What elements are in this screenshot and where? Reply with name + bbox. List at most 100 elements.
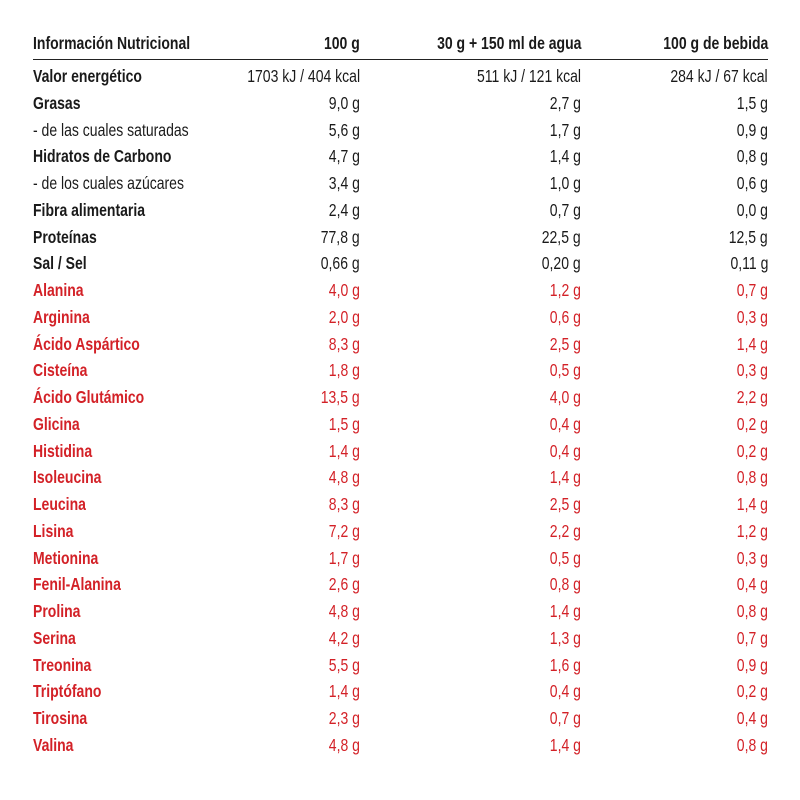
amino-acid-value-serving: 1,4 g xyxy=(549,734,581,755)
amino-acid-value-drink: 0,2 g xyxy=(736,440,768,461)
amino-acid-value-serving: 0,4 g xyxy=(549,413,581,434)
nutrient-value-100g: 3,4 g xyxy=(328,173,360,193)
amino-acid-value-serving: 1,3 g xyxy=(549,627,581,648)
amino-acid-label: Cisteína xyxy=(33,360,88,381)
nutrient-row-salt: Sal / Sel 0,66 g 0,20 g 0,11 g xyxy=(33,250,768,277)
amino-acid-row-alanina: Alanina 4,0 g 1,2 g 0,7 g xyxy=(33,277,768,304)
amino-acid-label: Leucina xyxy=(33,494,86,514)
amino-acid-value-drink: 0,3 g xyxy=(736,547,768,568)
amino-acid-value-serving: 0,8 g xyxy=(549,574,581,595)
amino-acid-value-100g: 4,8 g xyxy=(328,734,360,755)
amino-acid-value-serving: 2,2 g xyxy=(549,520,581,541)
amino-acid-value-serving: 0,4 g xyxy=(549,681,581,702)
amino-acid-value-100g: 1,5 g xyxy=(328,413,360,434)
amino-acid-value-serving: 0,5 g xyxy=(549,360,581,381)
amino-acid-value-serving: 1,2 g xyxy=(549,280,581,300)
amino-acid-label: Prolina xyxy=(33,601,81,621)
amino-acid-value-serving: 4,0 g xyxy=(549,387,581,407)
amino-acid-value-100g: 8,3 g xyxy=(328,494,360,514)
amino-acid-value-serving: 1,4 g xyxy=(549,601,581,621)
amino-acid-value-drink: 0,4 g xyxy=(736,574,768,595)
amino-acid-label: Alanina xyxy=(33,280,84,300)
amino-acid-row-isoleucina: Isoleucina 4,8 g 1,4 g 0,8 g xyxy=(33,464,768,491)
amino-acid-row-valina: Valina 4,8 g 1,4 g 0,8 g xyxy=(33,732,768,759)
amino-acid-value-100g: 2,6 g xyxy=(328,574,360,595)
amino-acid-row-histidina: Histidina 1,4 g 0,4 g 0,2 g xyxy=(33,438,768,465)
amino-acid-value-100g: 1,4 g xyxy=(328,440,360,461)
nutrient-row-protein: Proteínas 77,8 g 22,5 g 12,5 g xyxy=(33,224,768,251)
amino-acid-value-drink: 1,4 g xyxy=(736,333,768,354)
amino-acid-value-drink: 0,7 g xyxy=(736,280,768,300)
amino-acid-value-drink: 0,4 g xyxy=(736,708,768,728)
amino-acid-row-leucina: Leucina 8,3 g 2,5 g 1,4 g xyxy=(33,491,768,518)
amino-acid-row-acido-aspartico: Ácido Aspártico 8,3 g 2,5 g 1,4 g xyxy=(33,331,768,358)
amino-acid-value-drink: 0,8 g xyxy=(736,734,768,755)
amino-acid-value-serving: 0,5 g xyxy=(549,547,581,568)
amino-acid-value-serving: 2,5 g xyxy=(549,494,581,514)
amino-acid-label: Arginina xyxy=(33,306,90,327)
amino-acid-value-serving: 0,6 g xyxy=(549,306,581,327)
header-col-drink: 100 g de bebida xyxy=(662,33,768,53)
amino-acid-value-serving: 0,4 g xyxy=(549,440,581,461)
amino-acid-row-prolina: Prolina 4,8 g 1,4 g 0,8 g xyxy=(33,598,768,625)
amino-acid-row-acido-glutamico: Ácido Glutámico 13,5 g 4,0 g 2,2 g xyxy=(33,384,768,411)
nutrient-value-drink: 1,5 g xyxy=(736,92,768,113)
amino-acid-row-arginina: Arginina 2,0 g 0,6 g 0,3 g xyxy=(33,304,768,331)
amino-acid-label: Isoleucina xyxy=(33,467,102,488)
amino-acid-value-drink: 0,8 g xyxy=(736,467,768,488)
nutrient-value-drink: 0,9 g xyxy=(736,119,768,140)
header-label: Información Nutricional xyxy=(33,33,191,53)
amino-acid-row-cisteina: Cisteína 1,8 g 0,5 g 0,3 g xyxy=(33,357,768,384)
amino-acid-value-100g: 4,0 g xyxy=(328,280,360,300)
amino-acid-value-100g: 4,8 g xyxy=(328,467,360,488)
nutrient-value-drink: 0,8 g xyxy=(736,146,768,167)
nutrient-value-drink: 0,11 g xyxy=(730,253,768,274)
nutrient-value-serving: 22,5 g xyxy=(542,226,581,247)
nutrient-label: Valor energético xyxy=(33,66,142,86)
nutrient-row-fat: Grasas 9,0 g 2,7 g 1,5 g xyxy=(33,90,768,117)
amino-acid-row-glicina: Glicina 1,5 g 0,4 g 0,2 g xyxy=(33,411,768,438)
nutrient-value-100g: 0,66 g xyxy=(321,253,360,274)
amino-acid-value-drink: 0,7 g xyxy=(736,627,768,648)
nutrient-label: - de las cuales saturadas xyxy=(33,119,189,140)
nutrient-value-serving: 1,7 g xyxy=(549,119,581,140)
amino-acid-value-100g: 13,5 g xyxy=(321,387,360,407)
amino-acid-label: Treonina xyxy=(33,654,92,675)
amino-acid-row-lisina: Lisina 7,2 g 2,2 g 1,2 g xyxy=(33,518,768,545)
amino-acid-value-drink: 0,9 g xyxy=(736,654,768,675)
nutrient-label: - de los cuales azúcares xyxy=(33,173,184,193)
amino-acid-row-tirosina: Tirosina 2,3 g 0,7 g 0,4 g xyxy=(33,705,768,732)
amino-acid-value-drink: 1,4 g xyxy=(736,494,768,514)
nutrient-value-serving: 1,4 g xyxy=(549,146,581,167)
amino-acid-label: Ácido Glutámico xyxy=(33,387,145,407)
amino-acid-value-serving: 1,6 g xyxy=(549,654,581,675)
amino-acid-row-triptofano: Triptófano 1,4 g 0,4 g 0,2 g xyxy=(33,678,768,705)
nutrient-value-drink: 0,6 g xyxy=(736,173,768,193)
amino-acid-row-metionina: Metionina 1,7 g 0,5 g 0,3 g xyxy=(33,545,768,572)
nutrient-row-energy: Valor energético 1703 kJ / 404 kcal 511 … xyxy=(33,63,768,90)
nutrient-value-100g: 77,8 g xyxy=(321,226,360,247)
nutrient-value-100g: 9,0 g xyxy=(328,92,360,113)
nutrient-value-serving: 0,7 g xyxy=(549,199,581,220)
amino-acid-value-100g: 8,3 g xyxy=(328,333,360,354)
amino-acid-label: Fenil-Alanina xyxy=(33,574,121,595)
nutrient-label: Sal / Sel xyxy=(33,253,87,274)
amino-acid-value-100g: 7,2 g xyxy=(328,520,360,541)
amino-acid-value-serving: 1,4 g xyxy=(549,467,581,488)
amino-acid-row-fenil-alanina: Fenil-Alanina 2,6 g 0,8 g 0,4 g xyxy=(33,571,768,598)
amino-acid-label: Ácido Aspártico xyxy=(33,333,140,354)
header-divider xyxy=(33,59,768,60)
amino-acid-value-drink: 0,2 g xyxy=(736,681,768,702)
amino-acid-label: Valina xyxy=(33,734,74,755)
nutrient-value-drink: 12,5 g xyxy=(729,226,768,247)
nutrient-value-serving: 511 kJ / 121 kcal xyxy=(476,66,581,86)
nutrient-label: Proteínas xyxy=(33,226,97,247)
nutrient-row-fibre: Fibra alimentaria 2,4 g 0,7 g 0,0 g xyxy=(33,197,768,224)
nutrient-value-100g: 1703 kJ / 404 kcal xyxy=(247,66,360,86)
amino-acid-row-serina: Serina 4,2 g 1,3 g 0,7 g xyxy=(33,625,768,652)
amino-acid-value-serving: 0,7 g xyxy=(549,708,581,728)
nutrient-row-carbohydrates: Hidratos de Carbono 4,7 g 1,4 g 0,8 g xyxy=(33,143,768,170)
amino-acid-value-drink: 0,3 g xyxy=(736,306,768,327)
nutrient-value-serving: 2,7 g xyxy=(549,92,581,113)
nutrient-label: Hidratos de Carbono xyxy=(33,146,172,167)
